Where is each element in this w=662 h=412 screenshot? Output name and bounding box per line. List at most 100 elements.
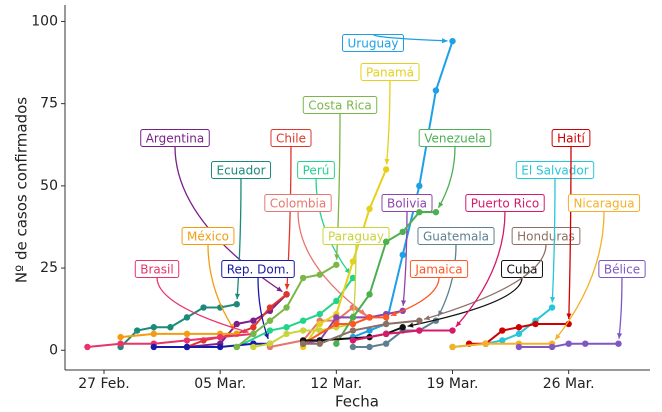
point xyxy=(117,333,124,341)
arrow-head xyxy=(384,158,390,165)
y-tick-label: 75 xyxy=(40,96,58,112)
series-label: Honduras xyxy=(517,230,575,244)
point xyxy=(250,330,257,338)
point xyxy=(382,314,390,321)
y-tick-label: 50 xyxy=(40,178,58,194)
point xyxy=(532,320,539,328)
point xyxy=(366,205,373,213)
label-arrow xyxy=(236,178,242,300)
arrow-head xyxy=(242,328,249,334)
point xyxy=(416,317,423,324)
series-label: Argentina xyxy=(146,132,205,146)
point xyxy=(349,274,357,282)
point xyxy=(233,320,240,328)
label-arrow xyxy=(297,211,366,315)
point xyxy=(316,320,323,328)
point xyxy=(283,304,290,311)
point xyxy=(582,340,589,347)
point xyxy=(499,327,506,334)
arrow-head xyxy=(549,296,556,303)
point xyxy=(333,297,340,305)
label-arrow xyxy=(390,277,440,317)
point xyxy=(382,320,390,328)
series-label: Haití xyxy=(557,132,585,146)
point xyxy=(416,182,423,190)
point xyxy=(299,327,307,334)
x-tick-label: 19 Mar. xyxy=(427,376,479,392)
series-label: Bélice xyxy=(604,263,640,277)
label-arrow xyxy=(156,277,249,334)
point xyxy=(349,314,357,321)
point xyxy=(316,310,323,318)
arrow-head xyxy=(234,293,241,300)
point xyxy=(233,301,240,308)
series-line xyxy=(302,169,388,348)
point xyxy=(349,258,357,265)
point xyxy=(449,343,456,351)
series-label: México xyxy=(187,230,229,244)
point xyxy=(266,304,274,311)
point xyxy=(366,314,373,321)
point xyxy=(515,343,523,351)
point xyxy=(333,320,340,328)
arrow-head xyxy=(617,333,623,339)
point xyxy=(349,320,357,328)
label-arrow xyxy=(437,146,456,209)
point xyxy=(366,327,373,334)
point xyxy=(299,340,307,347)
label-arrow xyxy=(455,211,506,328)
point xyxy=(399,228,406,236)
series-label: Rep. Dom. xyxy=(227,263,290,277)
series-label: Costa Rica xyxy=(308,99,371,113)
label-arrow xyxy=(423,244,547,320)
point xyxy=(416,208,423,216)
point xyxy=(316,340,323,347)
series-label: Brasil xyxy=(140,263,173,277)
point xyxy=(416,327,423,334)
label-arrow xyxy=(402,211,408,306)
series-label: Ecuador xyxy=(216,164,265,178)
point xyxy=(499,337,506,344)
x-tick-label: 05 Mar. xyxy=(194,376,246,392)
arrow-head xyxy=(566,313,572,319)
point xyxy=(515,330,523,338)
point xyxy=(200,304,207,311)
point xyxy=(366,343,373,351)
point xyxy=(283,330,290,338)
series-line xyxy=(352,329,453,342)
arrow-head xyxy=(334,254,340,260)
series-label: Perú xyxy=(303,164,330,178)
point xyxy=(183,337,191,344)
label-arrow xyxy=(437,244,457,317)
point xyxy=(150,343,157,351)
point xyxy=(216,333,224,341)
arrow-head xyxy=(264,333,269,339)
point xyxy=(299,274,307,282)
series-line xyxy=(269,306,371,348)
point xyxy=(449,327,456,334)
point xyxy=(366,291,373,298)
y-axis-label: Nº de casos confirmados xyxy=(13,97,31,283)
label-arrow xyxy=(618,277,623,339)
point xyxy=(150,324,157,331)
point xyxy=(449,37,456,45)
label-arrow xyxy=(407,277,523,327)
point xyxy=(399,251,406,259)
series-label: Nicaragua xyxy=(573,197,634,211)
label-arrow xyxy=(352,244,357,320)
point xyxy=(548,304,556,311)
arrow-head xyxy=(555,333,561,340)
arrow-head xyxy=(359,309,366,315)
point xyxy=(250,324,257,331)
x-axis-label: Fecha xyxy=(335,393,379,411)
series-label: Guatemala xyxy=(423,230,489,244)
point xyxy=(615,340,622,347)
point xyxy=(432,208,440,216)
series-line xyxy=(87,332,254,348)
y-tick-label: 100 xyxy=(31,13,58,29)
point xyxy=(316,271,323,278)
point xyxy=(183,330,191,338)
series-line xyxy=(452,342,553,348)
arrow-head xyxy=(438,201,444,208)
